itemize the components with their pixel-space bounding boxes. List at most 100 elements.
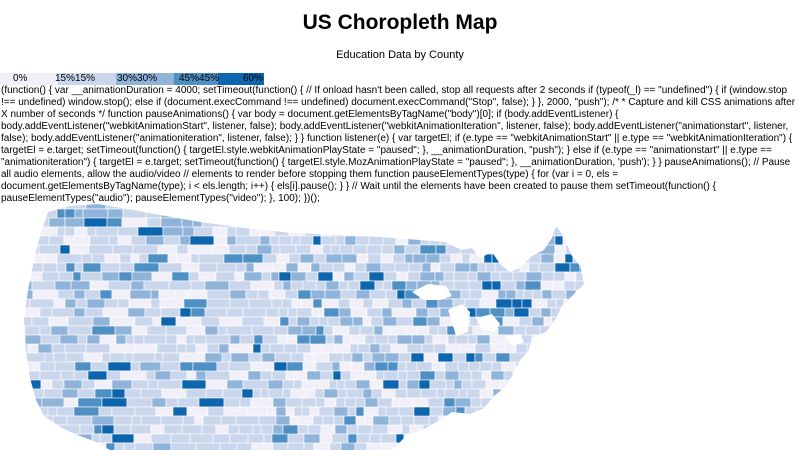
county-shape (387, 334, 398, 345)
county-shape (587, 317, 599, 326)
county-shape (24, 397, 26, 408)
county-shape (186, 325, 206, 336)
county-shape (579, 406, 584, 417)
county-shape (518, 379, 536, 390)
county-shape (509, 226, 523, 237)
county-shape (435, 244, 447, 255)
county-shape (175, 316, 202, 327)
county-shape (160, 316, 177, 327)
county-shape (534, 379, 545, 390)
county-shape (403, 208, 421, 228)
county-shape (515, 433, 531, 444)
county-shape (587, 272, 603, 290)
county-shape (498, 204, 510, 219)
county-shape (492, 388, 502, 399)
county-shape (344, 397, 357, 408)
county-shape (366, 442, 383, 450)
county-shape (597, 371, 608, 380)
county-shape (554, 262, 571, 273)
county-shape (163, 235, 181, 246)
county-shape (170, 370, 188, 381)
county-shape (583, 289, 584, 300)
county-shape (543, 379, 560, 390)
county-shape (323, 388, 339, 399)
county-shape (179, 307, 192, 318)
county-shape (531, 334, 549, 345)
county-shape (564, 253, 574, 264)
county-shape (558, 379, 572, 390)
county-shape (362, 352, 373, 363)
county-shape (131, 325, 148, 336)
county-shape (375, 217, 386, 228)
county-shape (580, 388, 584, 399)
legend-label-0: 0% (13, 73, 28, 84)
county-shape (263, 316, 281, 327)
county-shape (363, 406, 379, 417)
county-shape (575, 271, 584, 282)
county-shape (398, 352, 412, 363)
county-shape (24, 343, 29, 363)
county-shape (260, 388, 270, 399)
county-shape (564, 204, 574, 210)
county-shape (111, 406, 136, 417)
county-shape (276, 253, 290, 264)
county-shape (422, 442, 435, 450)
county-shape (483, 415, 499, 426)
county-shape (117, 226, 139, 237)
county-shape (585, 416, 601, 425)
county-shape (302, 361, 317, 372)
county-shape (288, 253, 301, 264)
county-shape (382, 316, 398, 327)
county-shape (528, 262, 540, 273)
county-shape (311, 307, 325, 318)
county-shape (296, 343, 312, 354)
county-shape (165, 325, 188, 336)
county-shape (458, 208, 476, 219)
county-shape (220, 217, 237, 228)
county-shape (216, 361, 230, 372)
county-shape (235, 235, 261, 246)
county-shape (226, 379, 244, 390)
county-shape (437, 325, 448, 336)
county-shape (119, 262, 135, 273)
county-shape (399, 226, 416, 237)
county-shape (185, 334, 195, 345)
county-shape (374, 280, 384, 291)
county-shape (518, 244, 528, 255)
county-shape (24, 217, 36, 228)
county-shape (206, 289, 231, 300)
county-shape (350, 370, 363, 381)
county-shape (102, 307, 129, 318)
county-shape (359, 217, 377, 228)
county-shape (307, 424, 322, 435)
county-shape (43, 388, 63, 399)
county-shape (251, 442, 274, 450)
county-shape (475, 244, 488, 255)
county-shape (365, 262, 382, 273)
county-shape (85, 204, 107, 210)
county-shape (419, 208, 429, 228)
county-shape (590, 299, 598, 308)
county-shape (322, 415, 335, 426)
county-shape (101, 424, 115, 435)
county-shape (467, 334, 478, 345)
county-shape (523, 289, 534, 300)
county-shape (160, 307, 181, 318)
county-shape (387, 361, 399, 372)
county-shape (98, 406, 113, 417)
county-shape (81, 253, 93, 264)
county-shape (525, 325, 541, 336)
county-shape (476, 334, 491, 345)
county-shape (227, 424, 240, 435)
county-shape (544, 361, 557, 372)
county-shape (285, 262, 299, 273)
county-shape (359, 325, 375, 336)
county-shape (456, 442, 467, 450)
county-shape (29, 244, 40, 255)
county-shape (229, 289, 247, 300)
county-shape (468, 204, 486, 210)
county-shape (189, 235, 215, 246)
county-shape (427, 397, 445, 408)
county-shape (480, 397, 493, 408)
county-shape (24, 262, 44, 273)
